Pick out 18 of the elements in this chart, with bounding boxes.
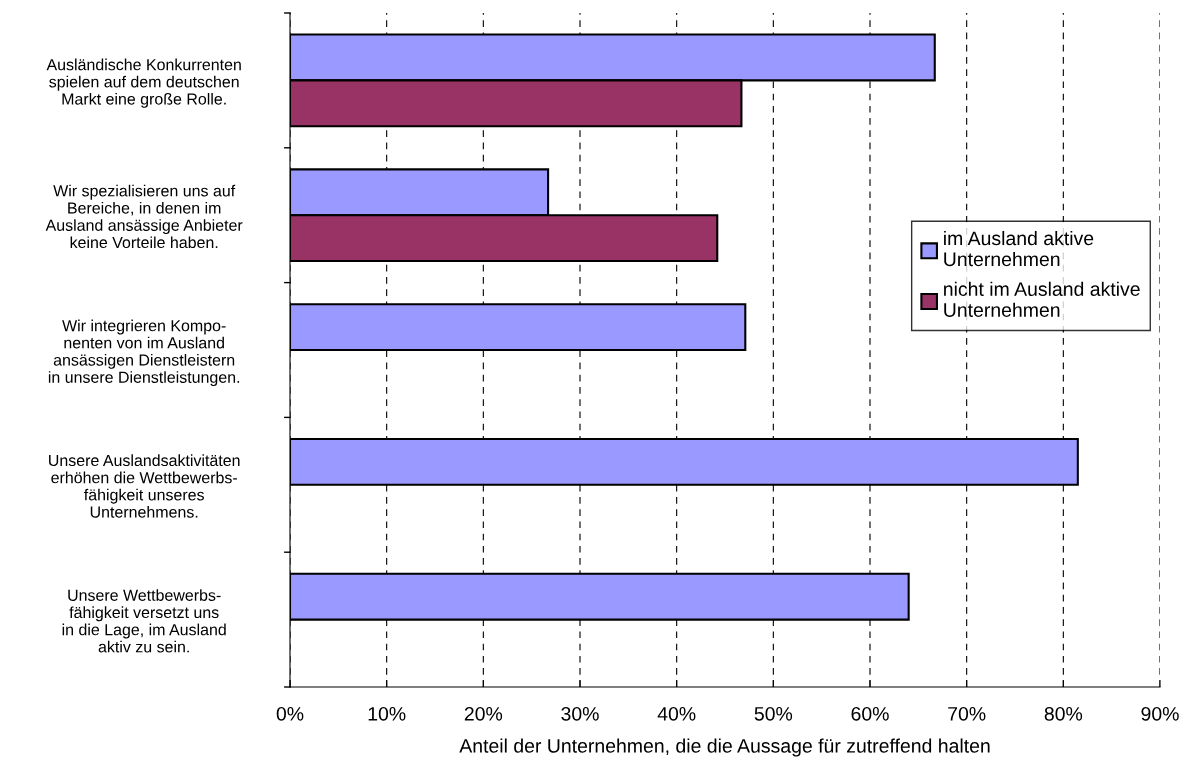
x-tick-label: 10%	[368, 706, 406, 721]
y-tick-label: Wir integrieren Kompo- nenten von im Ausland ansässigen Dienstleistern in unsere Dienstleistungen.	[48, 319, 240, 387]
legend-label: im Ausland aktive Unternehmen	[944, 230, 1094, 267]
x-tick-label: 50%	[754, 706, 793, 721]
x-tick-label: 20%	[464, 706, 503, 721]
y-tick-label: Wir spezialisieren uns auf Bereiche, in denen im Ausland ansässige Anbieter keine Vorteile haben.	[45, 184, 243, 249]
x-tick-label: 40%	[657, 706, 696, 721]
x-tick-label: 0%	[276, 706, 304, 721]
x-tick-label: 70%	[948, 706, 986, 721]
x-tick-label: 30%	[561, 706, 599, 721]
x-axis-title: Anteil der Unternehmen, die die Aussage für zutreffend halten	[459, 738, 990, 757]
y-tick-label: Unsere Auslandsaktivitäten erhöhen die Wettbewerbs- fähigkeit unseres Unternehmens.	[49, 454, 240, 518]
x-tick-label: 60%	[851, 706, 889, 721]
legend-label: nicht im Ausland aktive Unternehmen	[944, 281, 1140, 317]
y-tick-label: Ausländische Konkurrenten spielen auf dem deutschen Markt eine große Rolle.	[46, 58, 241, 108]
x-tick-label: 80%	[1044, 706, 1083, 721]
x-tick-label: 90%	[1141, 706, 1179, 721]
y-tick-label: Unsere Wettbewerbs- fähigkeit versetzt uns in die Lage, im Ausland aktiv zu sein.	[62, 589, 226, 653]
